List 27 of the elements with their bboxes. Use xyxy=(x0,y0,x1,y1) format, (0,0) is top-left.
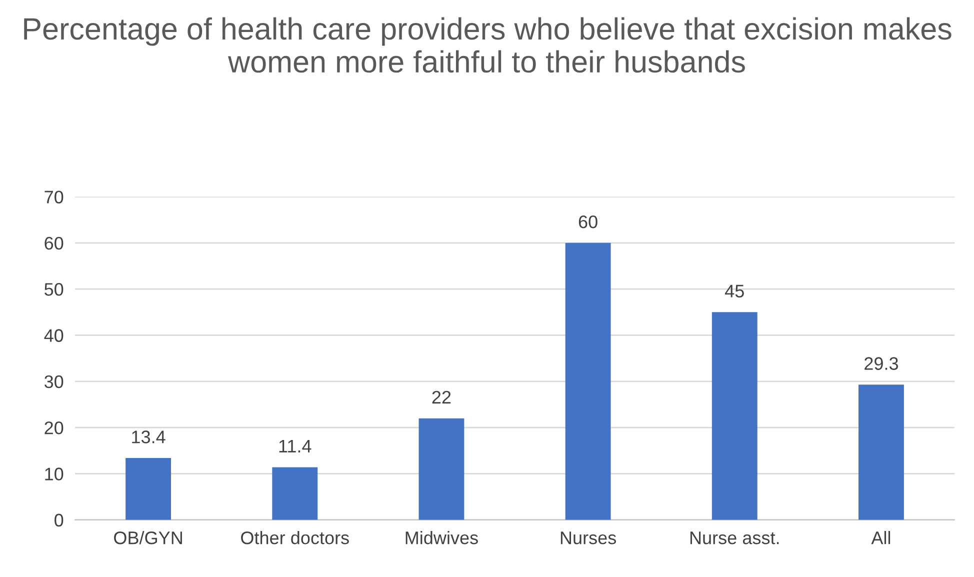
chart-title: Percentage of health care providers who believe that excision makes women more faithful to their husbands xyxy=(24,17,952,73)
x-tick-label: Other doctors xyxy=(241,530,349,544)
x-tick-label: Midwives xyxy=(406,530,478,544)
data-label: 29.3 xyxy=(864,357,898,370)
bar xyxy=(858,384,904,520)
y-tick-label: 70 xyxy=(44,190,64,204)
x-tick-label: Nurses xyxy=(560,532,616,544)
bar xyxy=(272,467,318,520)
data-label: 45 xyxy=(725,284,744,298)
data-label: 60 xyxy=(578,215,598,228)
y-tick-label: 0 xyxy=(54,514,64,527)
data-label: 11.4 xyxy=(279,440,312,452)
x-tick-label: OB/GYN xyxy=(114,530,182,544)
bar xyxy=(418,418,464,520)
y-tick-label: 40 xyxy=(44,329,64,342)
x-tick-label: Nurse asst. xyxy=(690,532,779,544)
data-label: 13.4 xyxy=(132,430,166,444)
y-tick-label: 30 xyxy=(44,375,64,388)
bar xyxy=(126,458,172,520)
y-tick-label: 60 xyxy=(44,236,64,250)
y-tick-label: 50 xyxy=(44,283,64,296)
bar xyxy=(565,242,611,520)
y-tick-label: 10 xyxy=(45,468,64,480)
data-label: 22 xyxy=(432,390,451,404)
bar xyxy=(712,312,758,520)
y-tick-label: 20 xyxy=(44,421,64,434)
x-tick-label: All xyxy=(871,530,890,544)
